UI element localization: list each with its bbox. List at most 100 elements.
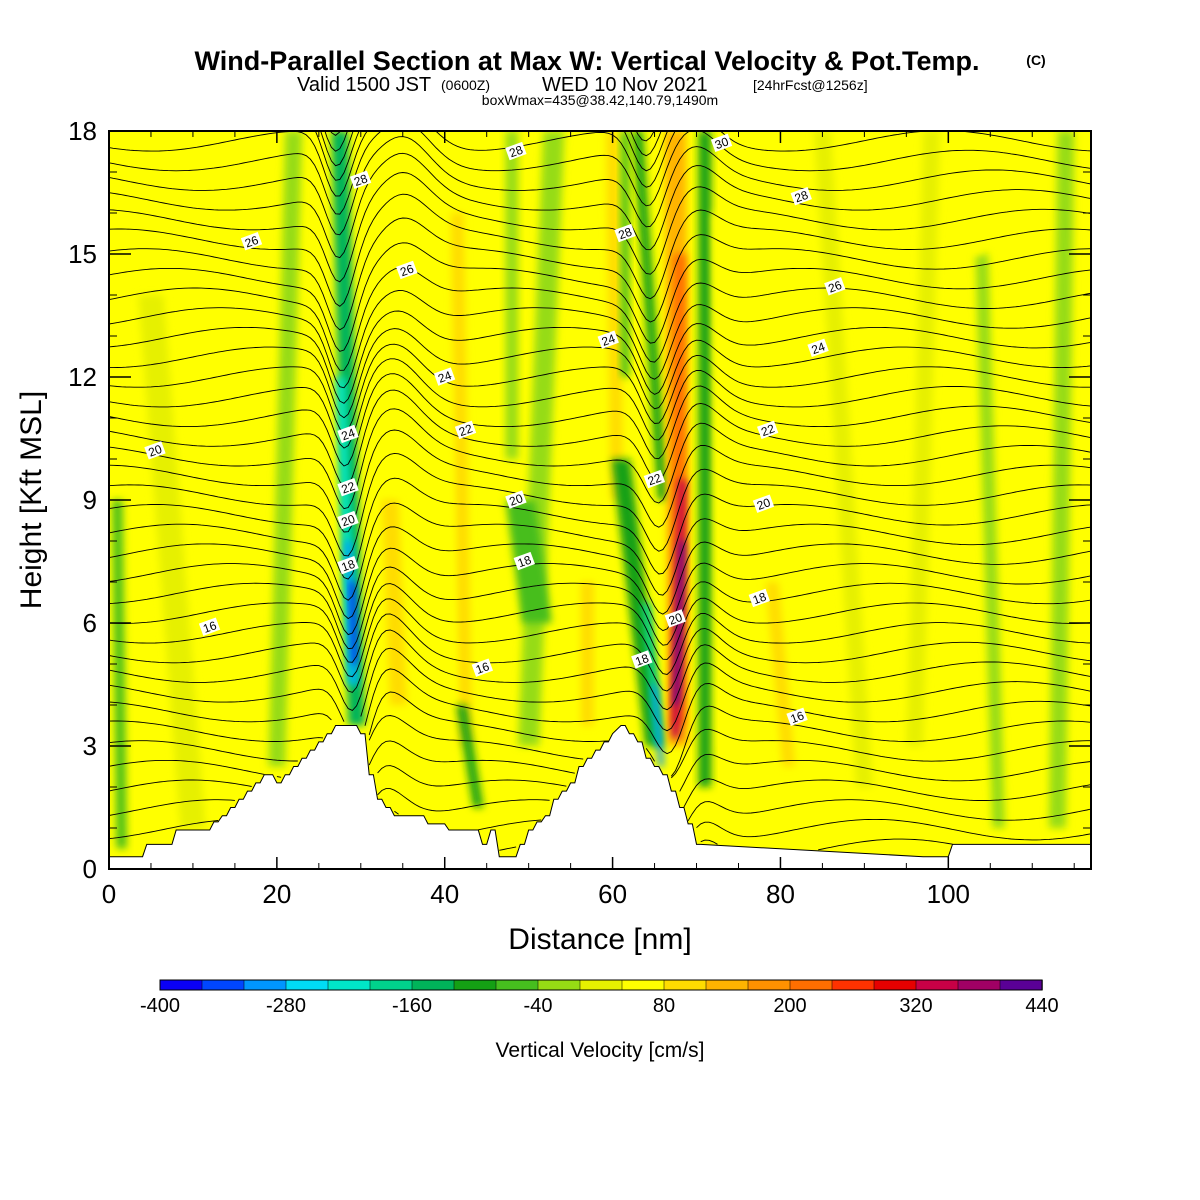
isentrope-label: 18 [748,588,770,607]
isentrope-line [109,598,1091,678]
x-tick-label: 60 [598,879,627,909]
isentrope-label: 18 [631,650,653,669]
x-tick-label: 0 [102,879,116,909]
colorbar-tick-label: 200 [773,995,806,1017]
svg-text:28: 28 [793,188,811,206]
colorbar-swatch [873,979,917,991]
y-tick-label: 15 [68,239,97,269]
colorbar-swatch [789,979,833,991]
isentrope-line [109,647,1091,732]
svg-text:24: 24 [810,339,828,357]
isentrope-line [109,328,1091,419]
colorbar-swatch [411,979,455,991]
svg-text:28: 28 [617,225,635,243]
velocity-feature [505,131,519,459]
velocity-feature [112,500,127,849]
isentrope-line [499,838,953,851]
colorbar-tick-label: 80 [653,995,675,1017]
isentrope-label: 26 [824,277,846,296]
y-tick-label: 6 [83,608,97,638]
isentrope-line [109,629,1091,711]
svg-text:18: 18 [751,589,769,607]
valid-utc: (0600Z) [441,77,490,93]
isentrope-line [109,266,1091,371]
isentrope-line [109,810,1091,841]
isentrope-line [109,172,1091,283]
colorbar-swatch [747,979,791,991]
y-tick-label: 3 [83,731,97,761]
colorbar-tick-label: 440 [1025,995,1058,1017]
valid-line: Valid 1500 JST (0600Z) WED 10 Nov 2021 [… [297,74,868,96]
isentrope-label: 20 [664,609,687,628]
isentrope-line [109,408,1091,510]
isentrope-label: 28 [349,170,372,189]
colorbar-tick-label: -280 [266,995,306,1017]
isentrope-line [109,765,1091,808]
colorbar-swatch [201,979,245,991]
isentrope-line [109,358,1091,449]
isentrope-line [109,131,1091,215]
axis-ticks: 0 20 40 60 80 100 0 3 6 9 12 15 18 [68,116,1091,909]
isentrope-line [109,566,1091,650]
velocity-feature [1049,131,1075,828]
isentrope-line [330,131,341,136]
isentrope-line [320,131,662,167]
svg-text:26: 26 [243,233,261,251]
isentrope-line [109,715,1091,779]
isentrope-line [109,547,1091,636]
isentrope-line [109,389,1091,487]
isentrope-line [324,131,655,152]
svg-text:22: 22 [646,471,664,489]
x-tick-label: 20 [262,879,291,909]
svg-text:24: 24 [600,331,618,349]
isentrope-label: 22 [337,478,359,497]
colorbar-ticks: -400 -280 -160 -40 80 200 320 440 [140,995,1059,1017]
isentrope-label: 28 [790,186,812,206]
isentrope-line [109,310,1091,404]
isentrope-label: 20 [144,441,166,460]
svg-text:22: 22 [759,421,777,439]
svg-text:20: 20 [667,610,685,628]
valid-prefix: Valid 1500 JST [297,74,431,96]
isentrope-line [109,193,1091,307]
isentrope-label: 24 [433,367,456,386]
isentrope-line [109,526,1091,620]
colorbar-swatches [159,979,1043,991]
isentrope-label: 16 [198,617,221,636]
isentrope-label: 18 [513,551,535,571]
x-tick-label: 40 [430,879,459,909]
isentrope-label: 28 [614,223,636,243]
svg-text:20: 20 [507,491,525,509]
isentrope-line [109,452,1091,557]
valid-date: WED 10 Nov 2021 [542,74,708,96]
svg-text:18: 18 [633,651,651,669]
y-tick-label: 12 [68,362,97,392]
colorbar-swatch [957,979,1001,991]
svg-text:24: 24 [340,425,358,443]
isentrope-line [109,788,1091,822]
colorbar-swatch [999,979,1043,991]
isentrope-line [109,373,1091,467]
colorbar-swatch [663,979,707,991]
isentrope-label: 20 [505,490,527,509]
isentrope-line [109,152,1091,259]
colorbar-frame [159,979,1043,991]
svg-text:18: 18 [516,553,534,571]
velocity-feature [268,131,303,767]
colorbar-swatch [495,979,539,991]
velocity-feature [698,131,712,787]
isentrope-label: 24 [337,424,359,443]
isentrope-label: 30 [710,133,733,152]
isentrope-line [109,290,1091,389]
colorbar-tick-label: -160 [392,995,432,1017]
colorbar-swatch [831,979,875,991]
svg-text:22: 22 [340,479,358,497]
isentrope-line [109,343,1091,433]
velocity-feature [434,377,456,705]
colorbar-swatch [243,979,287,991]
isentrope-label: 24 [807,338,829,357]
colorbar-tick-label: -40 [524,995,553,1017]
isentrope-line [109,136,1091,236]
colorbar-swatch [453,979,497,991]
svg-text:20: 20 [340,512,358,530]
